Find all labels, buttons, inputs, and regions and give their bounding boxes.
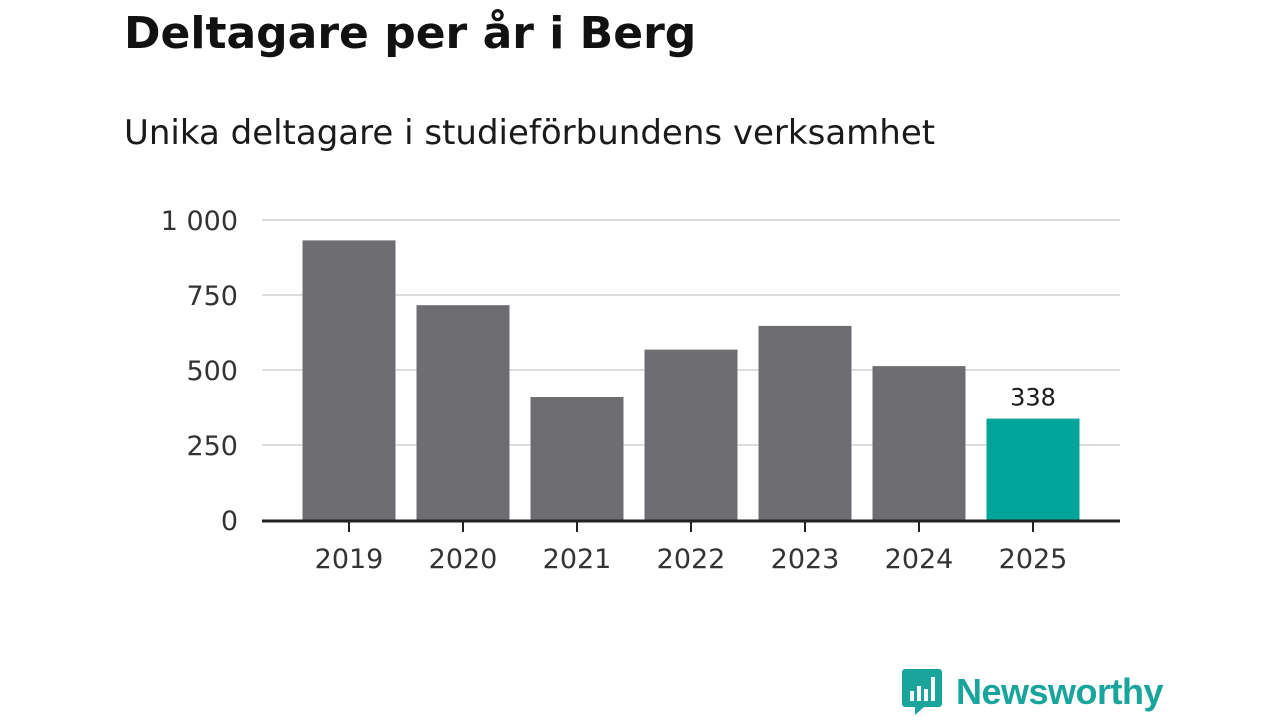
y-tick-label: 250 [186, 431, 238, 462]
y-tick-label: 0 [221, 506, 238, 537]
y-tick-label: 500 [186, 356, 238, 387]
bar [644, 349, 738, 520]
logo-text: Newsworthy [956, 671, 1164, 712]
x-tick-label: 2025 [999, 544, 1068, 575]
bar [758, 325, 852, 520]
x-tick-label: 2020 [429, 544, 498, 575]
x-tick-label: 2022 [657, 544, 726, 575]
bar-highlighted [986, 418, 1080, 520]
bar [530, 397, 624, 520]
data-label: 338 [1010, 384, 1056, 412]
bar [872, 366, 966, 520]
y-tick-label: 750 [186, 281, 238, 312]
bar [302, 240, 396, 520]
newsworthy-logo: Newsworthy [902, 669, 1164, 715]
chart-title: Deltagare per år i Berg [124, 8, 697, 59]
x-tick-label: 2023 [771, 544, 840, 575]
x-tick-label: 2024 [885, 544, 954, 575]
chart-subtitle: Unika deltagare i studieförbundens verks… [124, 113, 936, 153]
bar-chart-speech-bubble-icon [902, 669, 942, 715]
bar [416, 305, 510, 520]
x-tick-label: 2021 [543, 544, 612, 575]
x-tick-label: 2019 [315, 544, 384, 575]
y-tick-label: 1 000 [161, 206, 238, 237]
